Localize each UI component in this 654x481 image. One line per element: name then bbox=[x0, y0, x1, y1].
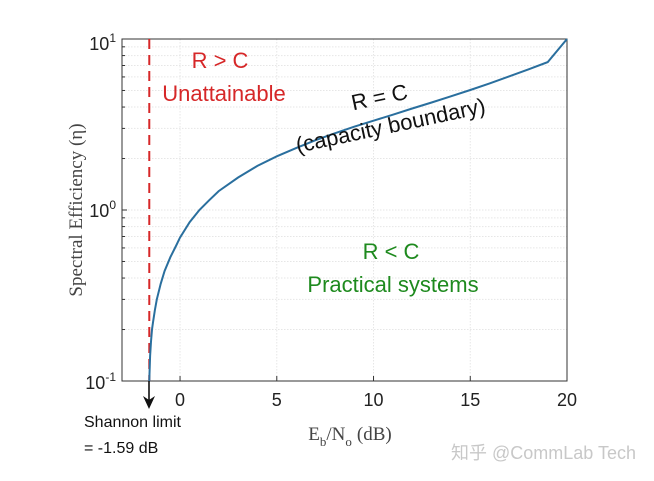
x-axis-label: Eb/No (dB) bbox=[308, 424, 391, 449]
y-ticks bbox=[122, 46, 127, 382]
practical-region-desc: Practical systems bbox=[307, 272, 478, 297]
shannon-limit-value: = -1.59 dB bbox=[84, 440, 158, 457]
unattainable-region-desc: Unattainable bbox=[162, 81, 286, 106]
x-tick-label: 15 bbox=[460, 390, 480, 410]
unattainable-region-label: R > C bbox=[192, 48, 249, 73]
x-tick-label: 0 bbox=[175, 390, 185, 410]
y-tick-label-2: 100 bbox=[89, 198, 116, 221]
capacity-curve bbox=[148, 38, 568, 382]
shannon-arrow-head bbox=[143, 396, 155, 409]
y-axis-label: Spectral Efficiency (η) bbox=[66, 123, 87, 296]
x-tick-label: 20 bbox=[557, 390, 577, 410]
x-tick-label: 10 bbox=[364, 390, 384, 410]
practical-region-label: R < C bbox=[363, 239, 420, 264]
y-tick-label-3: 10-1 bbox=[85, 370, 116, 393]
watermark: 知乎 @CommLab Tech bbox=[451, 443, 636, 463]
shannon-limit-note: Shannon limit bbox=[84, 414, 182, 431]
capacity-boundary-annotation: R = C (capacity boundary) bbox=[293, 79, 487, 158]
y-tick-label-1: 101 bbox=[89, 31, 116, 54]
x-ticks: 0 5 10 15 20 bbox=[175, 376, 577, 410]
x-tick-label: 5 bbox=[272, 390, 282, 410]
